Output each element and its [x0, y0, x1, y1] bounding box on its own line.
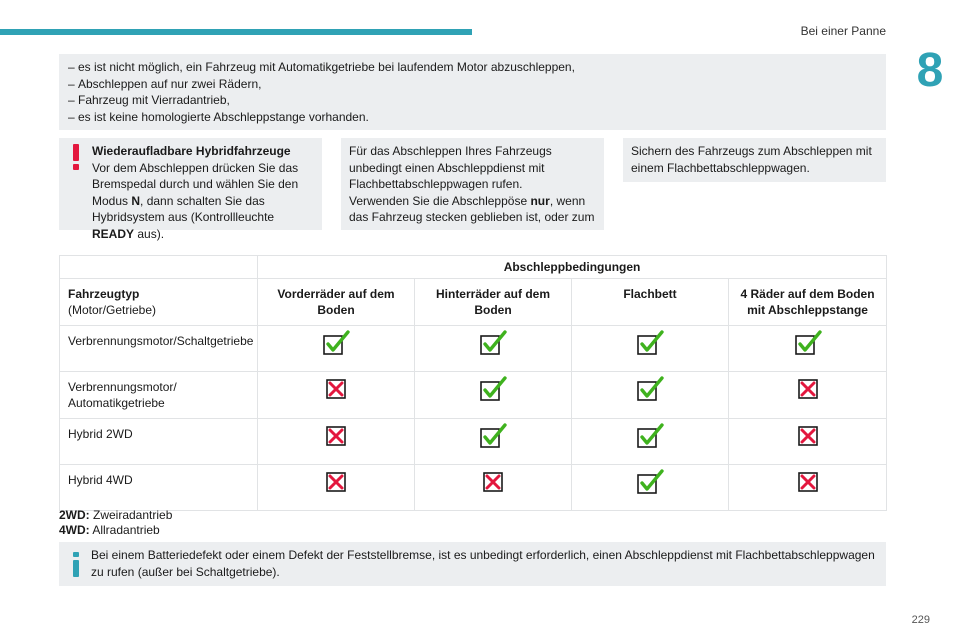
list-item: – es ist nicht möglich, ein Fahrzeug mit …: [68, 60, 575, 74]
towing-service-box: Für das Abschleppen Ihres Fahrzeugs unbe…: [341, 138, 604, 230]
allowed-check-icon: [727, 325, 888, 372]
column-header: Flachbett: [571, 278, 729, 326]
warning-text: Vor dem Abschleppen drücken Sie das Brem…: [92, 160, 299, 241]
allowed-check-icon: [571, 371, 729, 419]
towing-service-text: Für das Abschleppen Ihres Fahrzeugs unbe…: [349, 144, 552, 191]
info-icon: [72, 552, 80, 577]
vehicle-type-header: Fahrzeugtyp (Motor/Getriebe): [59, 278, 258, 326]
table-row: Verbrennungsmotor/ Automatikgetriebe: [59, 371, 888, 419]
allowed-check-icon: [414, 418, 572, 465]
column-header: 4 Räder auf dem Boden mit Abschleppstang…: [727, 278, 888, 326]
towing-conditions-table: Abschleppbedingungen Fahrzeugtyp (Motor/…: [59, 255, 888, 511]
list-item: – Fahrzeug mit Vierradantrieb,: [68, 93, 230, 107]
table-row: Hybrid 2WD: [59, 418, 888, 465]
vehicle-type-cell: Verbrennungsmotor/ Automatikgetriebe: [59, 371, 258, 419]
column-header: Hinterräder auf dem Boden: [414, 278, 572, 326]
not-allowed-cross-icon: [414, 464, 572, 511]
section-title: Bei einer Panne: [800, 24, 886, 38]
list-item: – Abschleppen auf nur zwei Rädern,: [68, 76, 262, 91]
page-number: 229: [911, 614, 930, 626]
intro-conditions-box: – es ist nicht möglich, ein Fahrzeug mit …: [59, 54, 886, 130]
legend-4wd: 4WD: Allradantrieb: [59, 523, 160, 537]
vehicle-type-cell: Verbrennungsmotor/Schaltgetriebe: [59, 325, 258, 372]
legend-2wd: 2WD: Zweiradantrieb: [59, 508, 173, 522]
column-header: Vorderräder auf dem Boden: [257, 278, 415, 326]
header-accent-bar: [0, 29, 472, 35]
allowed-check-icon: [414, 325, 572, 372]
vehicle-type-cell: Hybrid 4WD: [59, 464, 258, 511]
not-allowed-cross-icon: [727, 464, 888, 511]
not-allowed-cross-icon: [727, 371, 888, 419]
hybrid-warning-box: Wiederaufladbare Hybridfahrzeuge Vor dem…: [59, 138, 322, 241]
info-text: Bei einem Batteriedefekt oder einem Defe…: [91, 548, 875, 579]
flatbed-securing-box: Sichern des Fahrzeugs zum Abschleppen mi…: [623, 138, 886, 182]
allowed-check-icon: [571, 464, 729, 511]
abbreviation-legend: 2WD: Zweiradantrieb 4WD: Allradantrieb: [59, 508, 172, 538]
warning-icon: [69, 144, 83, 170]
table-title-row: Abschleppbedingungen: [59, 255, 888, 279]
table-row: Verbrennungsmotor/Schaltgetriebe: [59, 325, 888, 372]
not-allowed-cross-icon: [727, 418, 888, 465]
table-title: Abschleppbedingungen: [256, 255, 888, 279]
chapter-number: 8: [916, 44, 944, 97]
table-row: Hybrid 4WD: [59, 464, 888, 511]
allowed-check-icon: [257, 325, 415, 372]
battery-info-box: Bei einem Batteriedefekt oder einem Defe…: [59, 542, 886, 586]
not-allowed-cross-icon: [257, 418, 415, 465]
table-header-row: Fahrzeugtyp (Motor/Getriebe) Vorderräder…: [59, 278, 888, 326]
not-allowed-cross-icon: [257, 464, 415, 511]
allowed-check-icon: [571, 325, 729, 372]
not-allowed-cross-icon: [257, 371, 415, 419]
list-item: – es ist keine homologierte Abschleppstan…: [68, 109, 369, 124]
allowed-check-icon: [571, 418, 729, 465]
flatbed-securing-text: Sichern des Fahrzeugs zum Abschleppen mi…: [631, 144, 872, 175]
towing-eye-text: Verwenden Sie die Abschleppöse nur, wenn…: [349, 193, 595, 225]
warning-title: Wiederaufladbare Hybridfahrzeuge: [92, 144, 291, 158]
allowed-check-icon: [414, 371, 572, 419]
vehicle-type-cell: Hybrid 2WD: [59, 418, 258, 465]
